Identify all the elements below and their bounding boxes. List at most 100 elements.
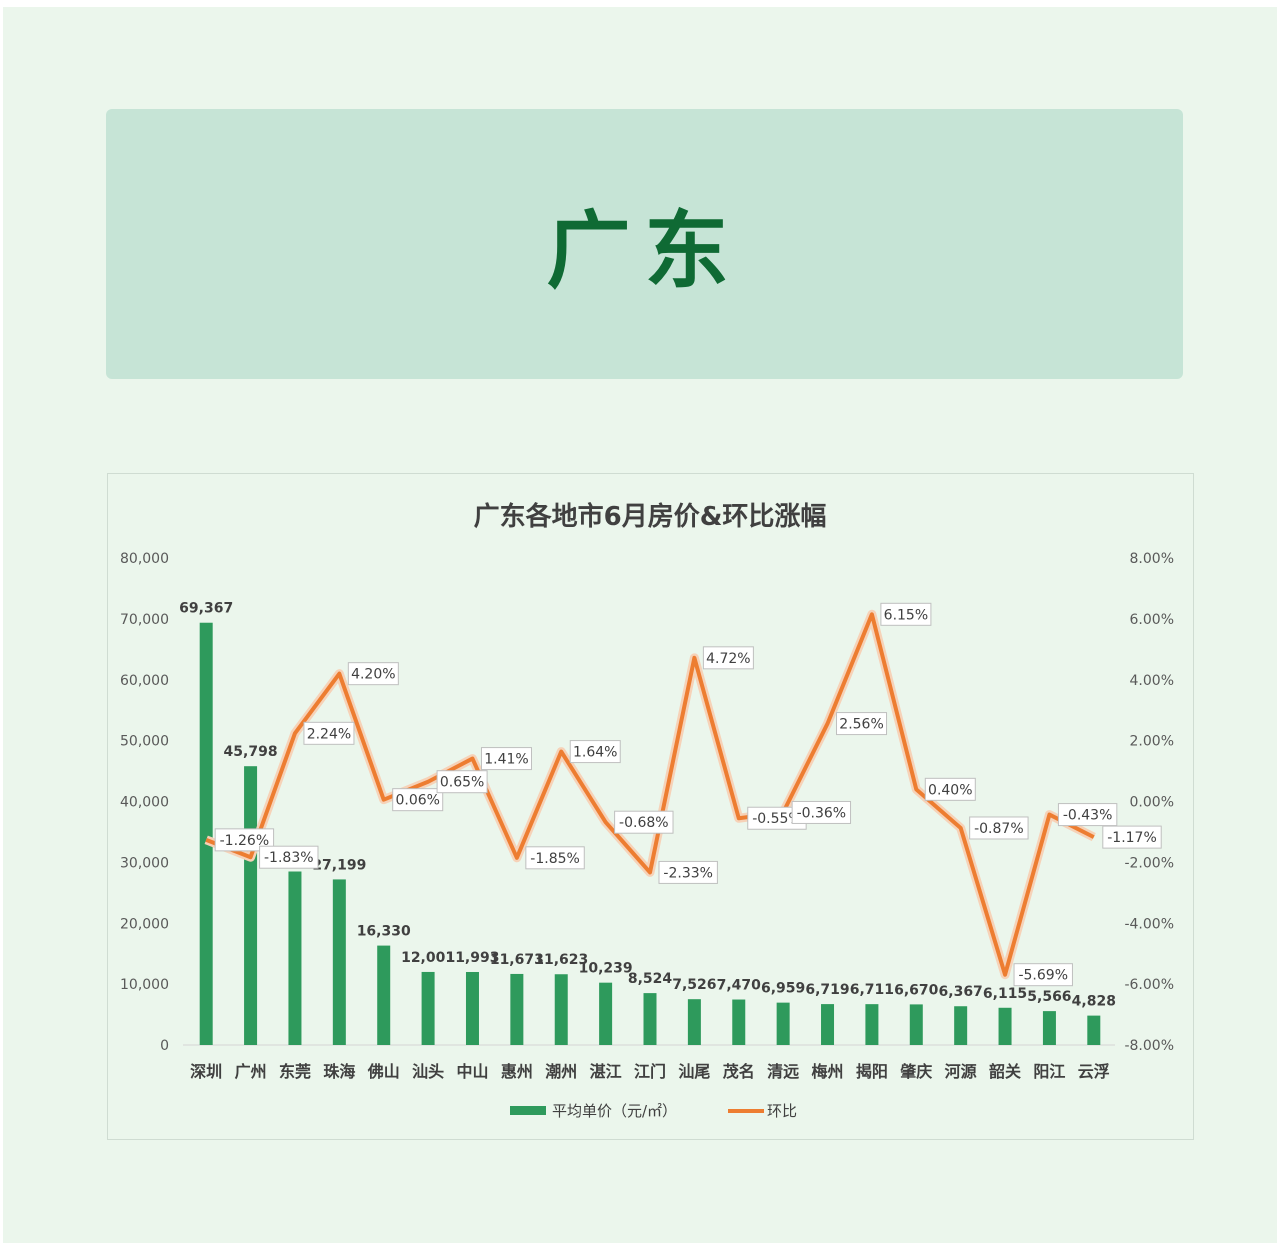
line-value-callout: 0.06% [392,788,444,812]
line-value-callout: 0.65% [436,770,488,794]
category-label: 阳江 [1033,1062,1065,1081]
callout-box [658,860,718,884]
line-value-callout: 4.72% [702,646,754,670]
callout-box [969,816,1029,840]
line-value-callout: 4.20% [347,662,399,686]
left-tick-label: 0 [160,1038,169,1054]
line-value-label: 4.72% [706,651,750,667]
chart-card: 广东各地市6月房价&环比涨幅 0 10,000 20,000 30,000 40,000… [107,473,1194,1140]
bar-value-label: 16,330 [357,924,411,940]
line-value-callout: 1.64% [569,740,621,764]
category-label: 肇庆 [899,1062,932,1081]
category-label: 清远 [767,1062,799,1081]
callout-box [480,747,532,771]
callout-box [836,712,888,736]
bar-value-label: 11,623 [534,952,588,968]
line-value-callout: -2.33% [658,860,718,884]
right-tick-label: 6.00% [1130,612,1174,628]
legend-bar-swatch [510,1106,546,1115]
title-banner: 广东 [106,109,1183,379]
category-label: 深圳 [190,1062,222,1081]
line-labels: -1.26%-1.83% 2.24% 4.20% 0.06%0.65%1.41% -1.… [214,602,1162,987]
bar-series [199,622,1101,1045]
line-value-callout: 6.15% [880,602,932,626]
bar-value-label: 45,798 [224,744,278,760]
bar [732,999,746,1045]
line-value-label: 0.40% [928,782,972,798]
legend-line-label: 环比 [767,1102,797,1120]
line-value-label: 2.56% [839,717,883,733]
bar-value-label: 7,470 [717,978,762,994]
bar [776,1002,790,1045]
callout-box [1013,963,1073,987]
left-tick-label: 40,000 [120,795,169,811]
category-label: 云浮 [1078,1062,1110,1081]
bar [421,971,435,1045]
line-value-label: -0.43% [1063,808,1113,824]
line-value-label: -0.68% [619,815,669,831]
callout-box [880,602,932,626]
category-label: 中山 [456,1062,488,1081]
bar [599,982,613,1045]
line-value-callout: 0.40% [924,777,976,801]
bar-labels: 69,36745,79827,19916,33012,00111,99311,6… [179,601,1116,1010]
category-labels: 深圳 广州 东莞 珠海 佛山 汕头 中山 惠州 潮州 湛江 江门 汕尾 茂名 清远 梅州 揭阳 肇庆 河源 韶关 阳江… [190,1062,1110,1081]
category-label: 河源 [945,1062,977,1081]
line-value-label: -1.26% [220,833,270,849]
right-tick-label: -6.00% [1124,977,1174,993]
left-tick-label: 10,000 [120,977,169,993]
line-value-callout: 2.24% [303,721,355,745]
line-value-callout: -0.36% [791,800,852,824]
line-value-callout: -1.85% [525,846,585,870]
line-value-label: -0.87% [974,821,1024,837]
bar [510,973,524,1045]
line-value-callout: 1.41% [480,747,532,771]
bar-value-label: 12,001 [401,950,455,966]
left-axis: 0 10,000 20,000 30,000 40,000 50,000 60,000 70,… [120,551,169,1054]
bar-value-label: 69,367 [179,601,233,617]
page-background: 广东 广东各地市6月房价&环比涨幅 0 10,000 20,000 30,000 40,… [3,7,1277,1243]
bar-value-label: 4,828 [1072,994,1116,1010]
bar-value-label: 11,673 [490,952,544,968]
bar-value-label: 6,719 [805,982,849,998]
right-tick-label: 2.00% [1130,734,1174,750]
callout-box [702,646,754,670]
callout-box [214,828,275,852]
bar-value-label: 27,199 [312,857,366,873]
line-value-label: -1.17% [1107,830,1157,846]
line-value-callout: -0.68% [614,810,674,834]
category-label: 揭阳 [856,1062,888,1081]
line-value-callout: -0.43% [1057,803,1118,827]
bar-value-label: 6,115 [983,986,1027,1002]
right-tick-label: -4.00% [1124,916,1174,932]
callout-box [791,800,852,824]
category-label: 潮州 [545,1062,577,1081]
category-label: 梅州 [812,1062,844,1081]
line-value-label: 6.15% [884,607,928,623]
bar-value-label: 10,239 [579,961,633,977]
callout-box [569,740,621,764]
callout-box [436,770,488,794]
left-tick-label: 60,000 [120,673,169,689]
line-value-label: -5.69% [1018,968,1068,984]
line-value-callout: -5.69% [1013,963,1073,987]
line-value-label: 0.06% [395,793,439,809]
callout-box [259,845,319,869]
line-value-callout: -1.83% [259,845,319,869]
category-label: 佛山 [367,1062,400,1081]
callout-box [1102,825,1162,849]
line-value-label: 1.64% [573,745,617,761]
category-label: 江门 [634,1062,666,1081]
right-tick-label: 0.00% [1130,795,1174,811]
line-value-label: 2.24% [307,726,351,742]
bar [865,1004,879,1045]
callout-box [525,846,585,870]
bar [1087,1015,1101,1045]
legend: 平均单价（元/㎡） 环比 [510,1102,797,1120]
right-tick-label: -8.00% [1124,1038,1174,1054]
bar-value-label: 6,367 [939,984,983,1000]
bar-value-label: 8,524 [628,971,673,987]
legend-bar-label: 平均单价（元/㎡） [552,1102,677,1120]
callout-box [614,810,674,834]
callout-box [1057,803,1118,827]
